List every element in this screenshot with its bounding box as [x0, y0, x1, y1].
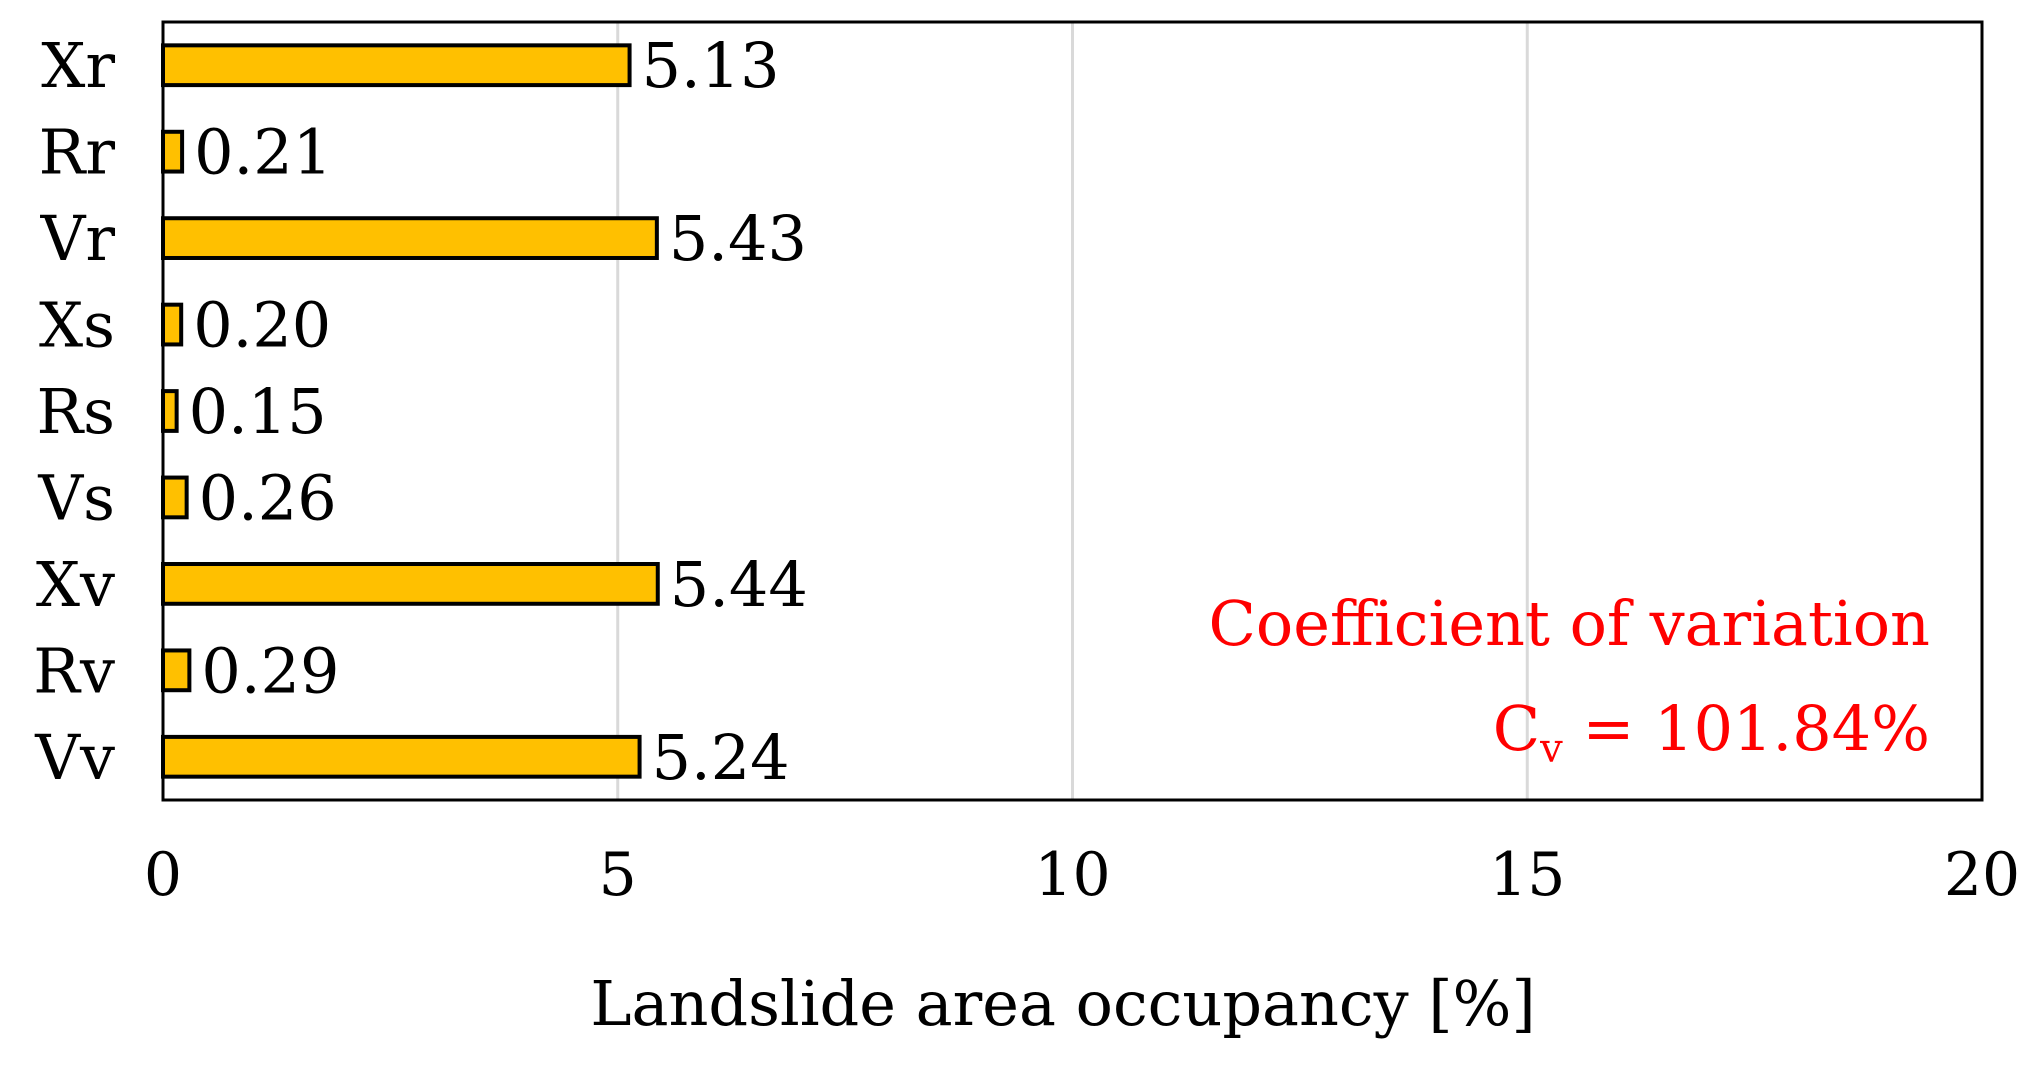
- annotation-value: = 101.84%: [1563, 692, 1930, 765]
- bar-Vr: [161, 216, 659, 260]
- category-label-Xr: Xr: [41, 29, 115, 102]
- data-label-Rs: 0.15: [189, 375, 327, 448]
- bar-Rr: [161, 129, 185, 174]
- category-label-Rr: Rr: [39, 116, 116, 189]
- category-label-Vs: Vs: [37, 461, 115, 534]
- x-axis-title: Landslide area occupancy [%]: [590, 967, 1535, 1040]
- data-label-Rv: 0.29: [201, 634, 339, 707]
- data-label-Vs: 0.26: [199, 461, 337, 534]
- bar-Xv: [161, 562, 660, 606]
- annotation-symbol: C: [1493, 692, 1540, 765]
- x-tick-label-10: 10: [1034, 840, 1110, 910]
- x-tick-label-15: 15: [1489, 840, 1565, 910]
- annotation-line-2: Cv = 101.84%: [1493, 692, 1930, 772]
- annotation-subscript: v: [1539, 726, 1563, 772]
- x-tick-label-5: 5: [599, 840, 637, 910]
- bar-Xr: [161, 43, 632, 88]
- category-label-Xs: Xs: [39, 289, 115, 362]
- bar-Vv: [161, 734, 642, 779]
- data-labels: 5.13 0.21 5.43 0.20 0.15 0.26 5.44 0.29 5.24: [189, 29, 808, 794]
- category-labels: Xr Rr Vr Xs Rs Vs Xv Rv Vv: [33, 29, 115, 794]
- x-tick-label-0: 0: [144, 840, 182, 910]
- bar-Vs: [161, 475, 189, 520]
- data-label-Xv: 5.44: [670, 548, 808, 621]
- data-label-Vv: 5.24: [652, 721, 790, 794]
- data-label-Vr: 5.43: [669, 202, 807, 275]
- data-label-Rr: 0.21: [194, 116, 332, 189]
- category-label-Rv: Rv: [33, 634, 115, 707]
- bars: [161, 43, 660, 779]
- data-label-Xr: 5.13: [642, 29, 780, 102]
- category-label-Vv: Vv: [34, 721, 115, 794]
- x-tick-label-20: 20: [1944, 840, 2020, 910]
- annotation-line-1: Coefficient of variation: [1208, 587, 1930, 660]
- bar-Rv: [161, 648, 192, 693]
- cv-annotation: Coefficient of variation Cv = 101.84%: [1208, 587, 1930, 772]
- plot-frame: [161, 20, 1984, 802]
- category-label-Xv: Xv: [36, 548, 115, 621]
- bar-Xs: [161, 302, 184, 347]
- category-label-Vr: Vr: [40, 202, 116, 275]
- grid-lines: [616, 22, 1529, 800]
- data-label-Xs: 0.20: [193, 289, 331, 362]
- bar-Rs: [161, 389, 179, 433]
- category-label-Rs: Rs: [37, 375, 116, 448]
- x-tick-labels: 0 5 10 15 20: [144, 840, 2020, 910]
